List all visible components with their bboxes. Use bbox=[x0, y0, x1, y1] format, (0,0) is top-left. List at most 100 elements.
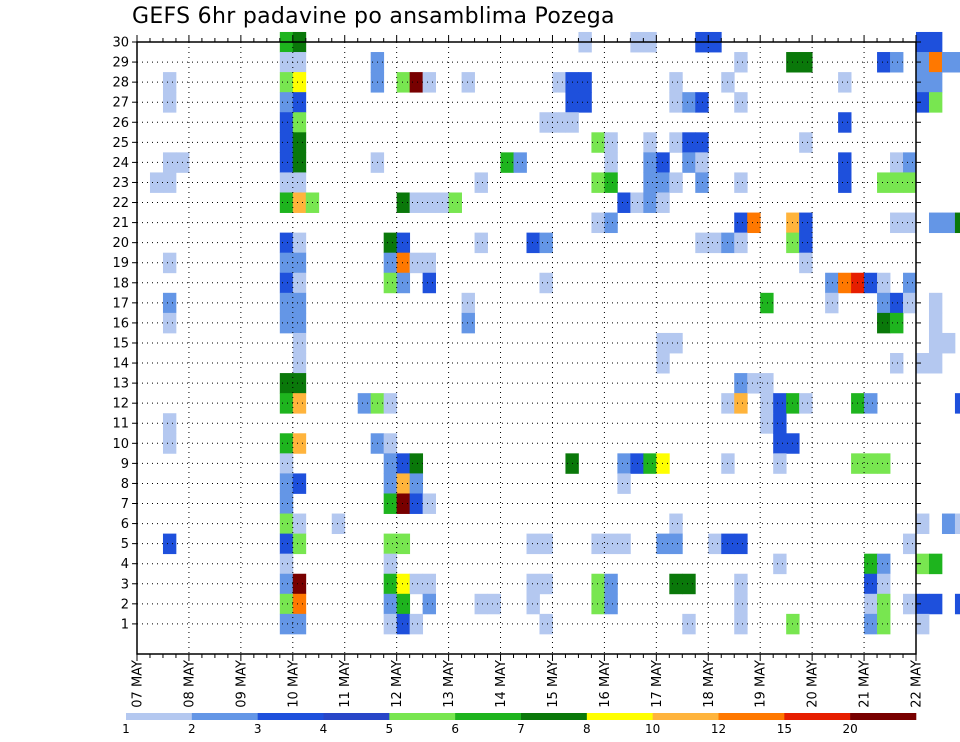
x-tick-label: 16 MAY bbox=[598, 660, 613, 708]
heatmap-cell bbox=[916, 513, 930, 535]
heatmap-cell bbox=[422, 252, 437, 274]
heatmap-cell bbox=[383, 393, 398, 414]
heatmap-cell bbox=[578, 72, 592, 93]
legend-swatch bbox=[850, 713, 917, 720]
heatmap-cell bbox=[539, 232, 553, 254]
heatmap-cell bbox=[604, 593, 618, 615]
legend-level-label: 5 bbox=[386, 722, 394, 736]
heatmap-cell bbox=[838, 272, 852, 294]
heatmap-cell bbox=[474, 593, 488, 615]
heatmap-cell bbox=[941, 212, 956, 234]
heatmap-cell bbox=[279, 112, 294, 133]
heatmap-cell bbox=[916, 613, 930, 635]
heatmap-cell bbox=[760, 393, 774, 414]
y-tick-label: 24 bbox=[112, 156, 129, 171]
heatmap-cell bbox=[591, 593, 605, 615]
heatmap-cell bbox=[292, 433, 307, 454]
heatmap-cell bbox=[292, 573, 307, 595]
heatmap-cell bbox=[734, 613, 748, 635]
legend-level-label: 10 bbox=[645, 722, 660, 736]
heatmap-cell bbox=[682, 152, 696, 173]
y-tick-label: 26 bbox=[112, 116, 129, 131]
heatmap-cell bbox=[279, 553, 294, 575]
heatmap-cell bbox=[396, 573, 411, 595]
heatmap-cell bbox=[941, 513, 956, 535]
heatmap-cell bbox=[409, 613, 424, 635]
heatmap-cell bbox=[928, 332, 943, 354]
heatmap-cell bbox=[292, 292, 307, 314]
y-tick-label: 10 bbox=[112, 437, 129, 452]
heatmap-cell bbox=[292, 132, 307, 153]
heatmap-cell bbox=[279, 272, 294, 294]
heatmap-cell bbox=[422, 272, 437, 294]
heatmap-cell bbox=[669, 92, 683, 113]
heatmap-cell bbox=[162, 533, 177, 555]
legend-swatch bbox=[389, 713, 456, 720]
heatmap-cell bbox=[539, 573, 553, 595]
heatmap-cell bbox=[760, 292, 774, 314]
heatmap-cell bbox=[760, 413, 774, 434]
heatmap-cell bbox=[954, 593, 960, 615]
y-tick-label: 28 bbox=[112, 76, 129, 91]
heatmap-cell bbox=[747, 373, 761, 394]
heatmap-cell bbox=[396, 533, 411, 555]
heatmap-cell bbox=[916, 72, 930, 93]
legend-swatch bbox=[455, 713, 522, 720]
heatmap-cell bbox=[656, 332, 670, 354]
heatmap-cell bbox=[734, 533, 748, 555]
heatmap-cell bbox=[773, 413, 787, 434]
heatmap-cell bbox=[461, 292, 475, 314]
heatmap-cell bbox=[422, 493, 437, 514]
heatmap-cell bbox=[928, 52, 943, 73]
legend-level-label: 6 bbox=[451, 722, 459, 736]
heatmap-cell bbox=[838, 112, 852, 133]
heatmap-cell bbox=[941, 52, 956, 73]
heatmap-cell bbox=[292, 52, 307, 73]
heatmap-cell bbox=[292, 72, 307, 93]
heatmap-cell bbox=[279, 312, 294, 334]
heatmap-cell bbox=[773, 433, 787, 454]
heatmap-cell bbox=[643, 192, 657, 213]
heatmap-cell bbox=[292, 393, 307, 414]
heatmap-cell bbox=[928, 72, 943, 93]
heatmap-cell bbox=[279, 473, 294, 494]
heatmap-cell bbox=[383, 433, 398, 454]
heatmap-cell bbox=[292, 353, 307, 374]
heatmap-cell bbox=[279, 373, 294, 394]
heatmap-cell bbox=[903, 152, 917, 173]
heatmap-cell bbox=[279, 292, 294, 314]
heatmap-cell bbox=[292, 232, 307, 254]
legend-level-label: 8 bbox=[583, 722, 591, 736]
heatmap-cell bbox=[954, 513, 960, 535]
heatmap-cell bbox=[695, 152, 709, 173]
heatmap-cell bbox=[383, 533, 398, 555]
heatmap-cell bbox=[643, 132, 657, 153]
heatmap-cell bbox=[279, 232, 294, 254]
heatmap-cell bbox=[708, 232, 722, 254]
y-tick-label: 19 bbox=[112, 256, 129, 271]
y-tick-label: 16 bbox=[112, 316, 129, 331]
heatmap-cell bbox=[799, 132, 813, 153]
heatmap-cell bbox=[292, 332, 307, 354]
legend-swatch bbox=[586, 713, 653, 720]
heatmap-cell bbox=[916, 92, 930, 113]
heatmap-cell bbox=[734, 373, 748, 394]
heatmap-cell bbox=[292, 473, 307, 494]
legend-swatch bbox=[652, 713, 719, 720]
heatmap-cell bbox=[409, 473, 424, 494]
x-tick-label: 19 MAY bbox=[754, 660, 769, 708]
heatmap-cell bbox=[279, 52, 294, 73]
heatmap-cell bbox=[617, 192, 631, 213]
heatmap-cell bbox=[916, 593, 930, 615]
heatmap-cell bbox=[916, 353, 930, 374]
heatmap-cell bbox=[292, 312, 307, 334]
heatmap-cell bbox=[409, 453, 424, 474]
heatmap-cell bbox=[695, 92, 709, 113]
y-tick-label: 14 bbox=[112, 357, 129, 372]
heatmap-cell bbox=[734, 573, 748, 595]
heatmap-cell bbox=[383, 453, 398, 474]
heatmap-cell bbox=[162, 172, 177, 193]
heatmap-cell bbox=[409, 493, 424, 514]
heatmap-cell bbox=[292, 513, 307, 535]
x-tick-label: 09 MAY bbox=[234, 660, 249, 708]
